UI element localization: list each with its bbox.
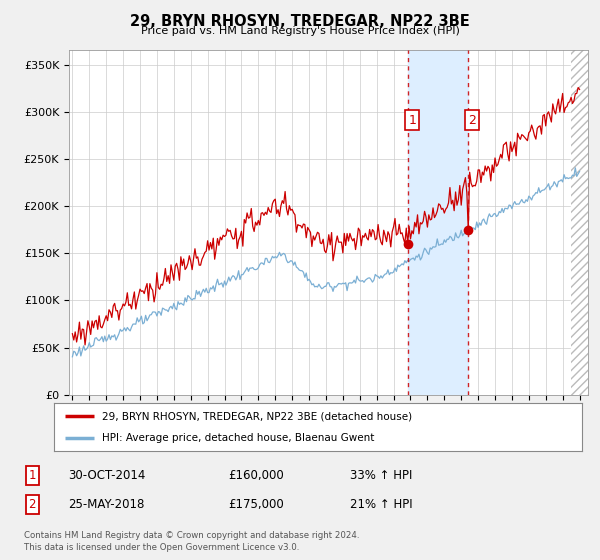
Bar <box>571 50 596 395</box>
Text: 30-OCT-2014: 30-OCT-2014 <box>68 469 146 482</box>
Text: Price paid vs. HM Land Registry's House Price Index (HPI): Price paid vs. HM Land Registry's House … <box>140 26 460 36</box>
Bar <box>571 50 596 395</box>
Text: Contains HM Land Registry data © Crown copyright and database right 2024.: Contains HM Land Registry data © Crown c… <box>24 531 359 540</box>
Text: This data is licensed under the Open Government Licence v3.0.: This data is licensed under the Open Gov… <box>24 543 299 552</box>
Text: £175,000: £175,000 <box>228 498 284 511</box>
Text: 1: 1 <box>409 114 416 127</box>
Text: 29, BRYN RHOSYN, TREDEGAR, NP22 3BE: 29, BRYN RHOSYN, TREDEGAR, NP22 3BE <box>130 14 470 29</box>
Text: 33% ↑ HPI: 33% ↑ HPI <box>350 469 412 482</box>
Text: 2: 2 <box>29 498 36 511</box>
Text: HPI: Average price, detached house, Blaenau Gwent: HPI: Average price, detached house, Blae… <box>101 433 374 443</box>
Text: 25-MAY-2018: 25-MAY-2018 <box>68 498 145 511</box>
Text: 29, BRYN RHOSYN, TREDEGAR, NP22 3BE (detached house): 29, BRYN RHOSYN, TREDEGAR, NP22 3BE (det… <box>101 411 412 421</box>
Text: 1: 1 <box>29 469 36 482</box>
Text: 21% ↑ HPI: 21% ↑ HPI <box>350 498 412 511</box>
Text: £160,000: £160,000 <box>228 469 284 482</box>
Text: 2: 2 <box>469 114 476 127</box>
Bar <box>407 50 467 395</box>
